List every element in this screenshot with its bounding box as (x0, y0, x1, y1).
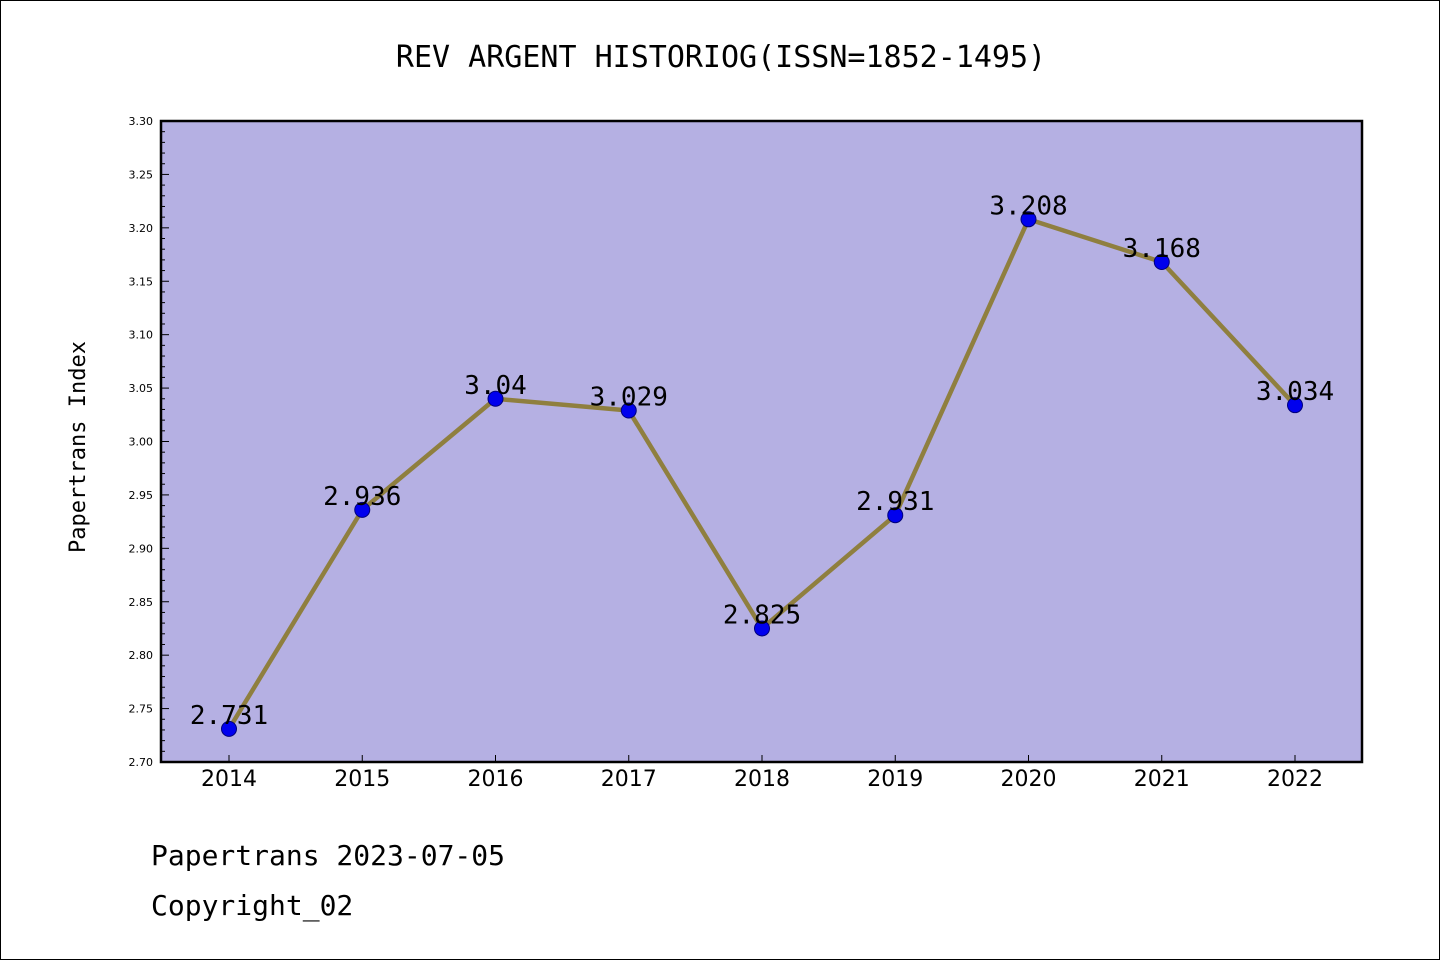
y-tick-label: 3.20 (129, 222, 154, 235)
data-label: 3.04 (464, 371, 527, 401)
plot-border (159, 119, 1364, 764)
x-tick-label: 2015 (334, 767, 390, 792)
footer-date: Papertrans 2023-07-05 (151, 839, 505, 872)
x-axis: 2014 2015 2016 2017 2018 2019 2020 2021 2022 (201, 755, 1323, 792)
x-tick-label: 2019 (867, 767, 923, 792)
data-point (887, 507, 904, 524)
data-point (620, 402, 637, 419)
x-tick-label: 2020 (1001, 767, 1057, 792)
data-point (221, 720, 237, 737)
data-label: 3.029 (590, 383, 668, 413)
x-tick-label: 2021 (1134, 767, 1190, 792)
data-label: 2.731 (190, 701, 268, 731)
data-label: 2.825 (723, 600, 801, 630)
x-tick-label: 2022 (1267, 767, 1323, 792)
data-label: 3.208 (989, 191, 1067, 221)
series-markers (221, 211, 1303, 737)
data-point (354, 501, 371, 518)
data-point (754, 620, 770, 637)
data-labels: 2.731 2.936 3.04 3.029 2.825 2.931 3.208 3.168 3… (190, 191, 1334, 731)
y-tick-label: 2.75 (129, 703, 154, 716)
y-tick-label: 3.05 (129, 382, 154, 395)
data-label: 3.168 (1123, 234, 1201, 264)
y-tick-label: 2.70 (129, 756, 154, 769)
y-tick-label: 3.00 (129, 436, 154, 449)
y-tick-label: 2.80 (129, 649, 154, 662)
y-tick-label: 3.30 (129, 115, 154, 128)
y-tick-label: 2.95 (129, 489, 154, 502)
x-tick-label: 2017 (601, 767, 657, 792)
data-label: 3.034 (1256, 377, 1334, 407)
data-point (1287, 397, 1303, 414)
data-point (487, 390, 504, 407)
y-tick-label: 2.90 (129, 542, 154, 555)
x-tick-label: 2014 (201, 767, 257, 792)
data-label: 2.931 (856, 487, 934, 517)
data-point (1153, 254, 1170, 271)
y-tick-label: 3.15 (129, 275, 154, 288)
data-label: 2.936 (323, 482, 401, 512)
data-point (1020, 211, 1037, 228)
y-tick-label: 3.25 (129, 168, 154, 181)
footer-copyright: Copyright_02 (151, 889, 353, 923)
plot-area (161, 121, 1362, 762)
x-tick-label: 2016 (468, 767, 524, 792)
y-tick-label: 3.10 (129, 329, 154, 342)
chart-title: REV ARGENT HISTORIOG(ISSN=1852-1495) (396, 40, 1046, 75)
y-axis-label: Papertrans Index (66, 341, 91, 553)
x-tick-label: 2018 (734, 767, 790, 792)
y-tick-label: 2.85 (129, 596, 154, 609)
